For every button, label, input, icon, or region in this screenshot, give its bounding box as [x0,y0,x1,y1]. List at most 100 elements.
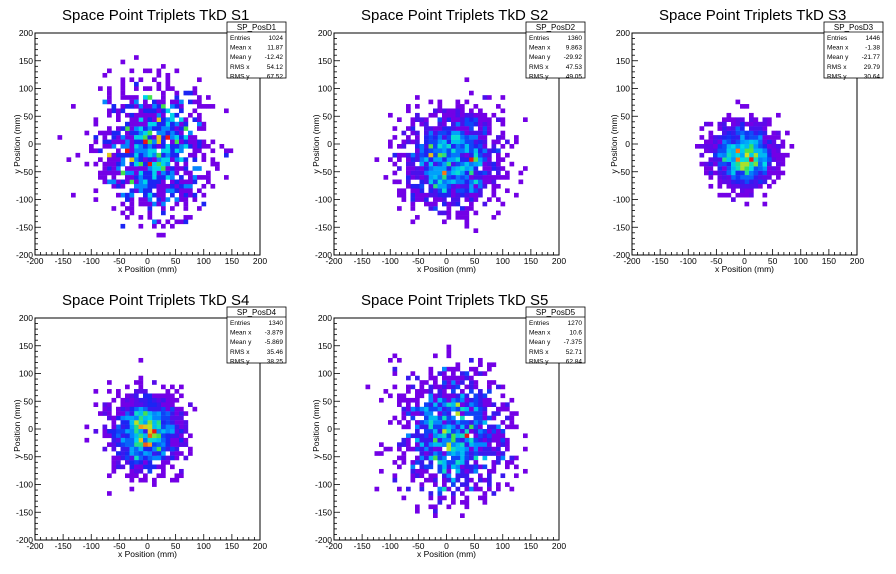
histogram-bin [428,460,434,465]
histogram-bin [451,112,456,118]
histogram-bin [735,175,741,180]
histogram-bin [401,192,407,198]
histogram-bin [129,121,135,127]
histogram-bin [102,424,108,430]
histogram-bin [464,442,470,447]
histogram-bin [428,135,434,140]
histogram-bin [161,64,166,69]
histogram-bin [170,117,175,122]
histogram-bin [473,148,479,154]
histogram-bin [437,495,443,501]
histogram-bin [406,135,411,140]
histogram-bin [134,99,139,105]
histogram-bin [514,139,519,145]
histogram-bin [134,183,139,189]
histogram-bin [482,170,488,176]
histogram-bin [433,406,438,412]
histogram-bin [406,486,411,492]
histogram-bin [138,460,144,465]
histogram-bin [161,183,166,189]
histogram-bin [388,144,393,149]
histogram-bin [397,486,402,492]
histogram-bin [120,86,126,91]
histogram-bin [197,99,202,105]
histogram-bin [125,144,130,149]
y-tick-label: 50 [323,396,333,406]
histogram-bin [496,455,501,461]
histogram-bin [433,384,438,390]
histogram-bin [161,451,166,456]
histogram-bin [437,121,443,127]
histogram-bin [726,192,732,198]
histogram-bin [469,375,474,381]
histogram-bin [744,161,750,167]
histogram-bin [442,117,447,122]
histogram-bin [469,442,474,447]
histogram-bin [762,175,768,180]
histogram-bin [152,397,157,403]
histogram-bin [749,139,754,145]
histogram-bin [478,117,483,122]
histogram-bin [753,183,759,189]
histogram-bin [442,397,447,403]
histogram-bin [478,473,483,479]
histogram-bin [134,455,139,461]
histogram-bin [120,201,126,207]
histogram-bin [188,170,193,176]
histogram-bins [695,99,795,207]
histogram-bin [161,397,166,403]
histogram-bin [143,464,148,470]
histogram-bin [464,460,470,465]
histogram-bin [120,451,126,456]
histogram-bin [469,424,474,430]
histogram-bin [143,117,148,122]
histogram-bin [134,152,139,158]
histogram-bin [138,121,144,127]
histogram-bin [201,152,207,158]
histogram-bin [170,166,175,171]
histogram-bin [451,152,456,158]
histogram-bin [433,513,438,518]
x-tick-label: -200 [623,256,640,266]
histogram-bin [102,429,108,434]
histogram-bin [143,406,148,412]
histogram-bin [125,393,130,399]
histogram-bin [482,402,488,407]
histogram-bin [379,468,384,474]
histogram-bin [708,130,714,136]
histogram-bin [460,148,465,154]
histogram-bin [125,424,130,430]
stats-value-entries: 1270 [568,320,583,327]
histogram-bin [183,144,189,149]
stats-value-mean-x: 9.863 [566,45,583,52]
histogram-bin [174,95,180,100]
histogram-bin [228,148,234,154]
histogram-bin [183,197,189,202]
histogram-bin [464,500,470,505]
histogram-bin [165,144,171,149]
x-tick-label: 50 [470,256,480,266]
histogram-bin [731,121,736,127]
histogram-bin [401,437,407,443]
histogram-bin [120,170,126,176]
histogram-bin [170,415,175,421]
histogram-bin [496,157,501,162]
histogram-bin [717,166,723,171]
histogram-bin [183,121,189,127]
histogram-bin [505,406,510,412]
histogram-bin [424,117,429,122]
histogram-bin [424,451,429,456]
histogram-bin [143,201,148,207]
histogram-bin [731,170,736,176]
histogram-bin [460,420,465,425]
histogram-bin [152,201,157,207]
stats-value-rms-y: 67.52 [267,73,284,80]
histogram-bin [424,477,429,483]
histogram-bin [143,455,148,461]
histogram-bin [509,415,515,421]
histogram-bin [129,201,135,207]
histogram-bin [138,420,144,425]
histogram-bin [428,442,434,447]
histogram-bin [210,148,216,154]
histogram-bin [170,215,175,220]
